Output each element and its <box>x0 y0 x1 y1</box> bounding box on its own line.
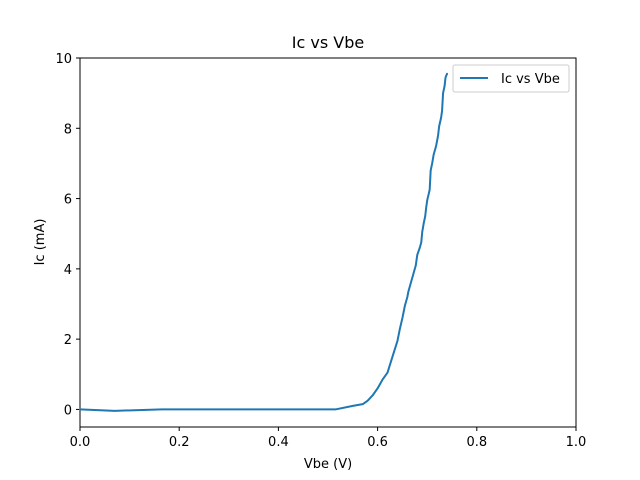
y-axis-label: Ic (mA) <box>33 219 48 266</box>
x-axis: 0.0 0.2 0.4 0.6 0.8 1.0 <box>70 427 587 450</box>
y-tick-label: 8 <box>64 122 72 137</box>
legend-box <box>452 64 570 93</box>
y-tick-label: 4 <box>64 263 72 278</box>
y-axis: 0 2 4 6 8 10 <box>55 52 80 418</box>
x-tick-label: 0.6 <box>367 435 388 450</box>
plot-area <box>79 57 577 428</box>
y-tick-label: 10 <box>55 52 72 67</box>
x-tick-label: 0.0 <box>70 435 91 450</box>
series-layer <box>79 72 449 412</box>
x-tick-label: 0.8 <box>466 435 487 450</box>
x-axis-label: Vbe (V) <box>304 457 352 472</box>
x-tick-label: 0.2 <box>169 435 190 450</box>
legend: Ic vs Vbe <box>452 64 570 93</box>
series-line <box>79 72 449 412</box>
chart-title: Ic vs Vbe <box>292 33 364 52</box>
x-tick-label: 0.4 <box>268 435 289 450</box>
y-tick-label: 2 <box>64 333 72 348</box>
x-tick-label: 1.0 <box>566 435 587 450</box>
y-tick-label: 0 <box>64 403 72 418</box>
legend-label: Ic vs Vbe <box>501 72 560 87</box>
y-tick-label: 6 <box>64 193 72 208</box>
plot-frame <box>79 57 577 428</box>
